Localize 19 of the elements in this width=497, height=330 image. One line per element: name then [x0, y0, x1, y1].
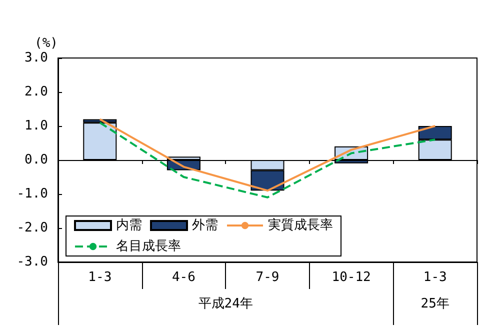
x-tick-label: 4-6	[172, 270, 196, 285]
y-tick-label: 2.0	[24, 84, 48, 100]
x-tick-label: 1-3	[88, 270, 112, 285]
y-tick-label: -1.0	[16, 186, 48, 202]
y-tick-label: -3.0	[16, 254, 48, 270]
y-tick-label: 1.0	[24, 118, 48, 134]
x-tick-label: 10-12	[332, 270, 371, 285]
legend-label: 名目成長率	[116, 238, 181, 254]
legend-label: 外需	[192, 218, 218, 233]
y-tick-label: -2.0	[16, 220, 48, 236]
y-tick-label: 3.0	[24, 50, 48, 66]
x-tick-label: 1-3	[423, 270, 447, 285]
x-tick-label: 7-9	[256, 270, 280, 285]
text: 25年	[420, 296, 450, 312]
legend-label: 実質成長率	[268, 217, 333, 233]
y-tick-label: 0.0	[24, 152, 48, 168]
y-axis-title: (%)	[34, 36, 58, 51]
text: 平成24年	[198, 296, 253, 312]
legend-label: 内需	[116, 218, 142, 233]
